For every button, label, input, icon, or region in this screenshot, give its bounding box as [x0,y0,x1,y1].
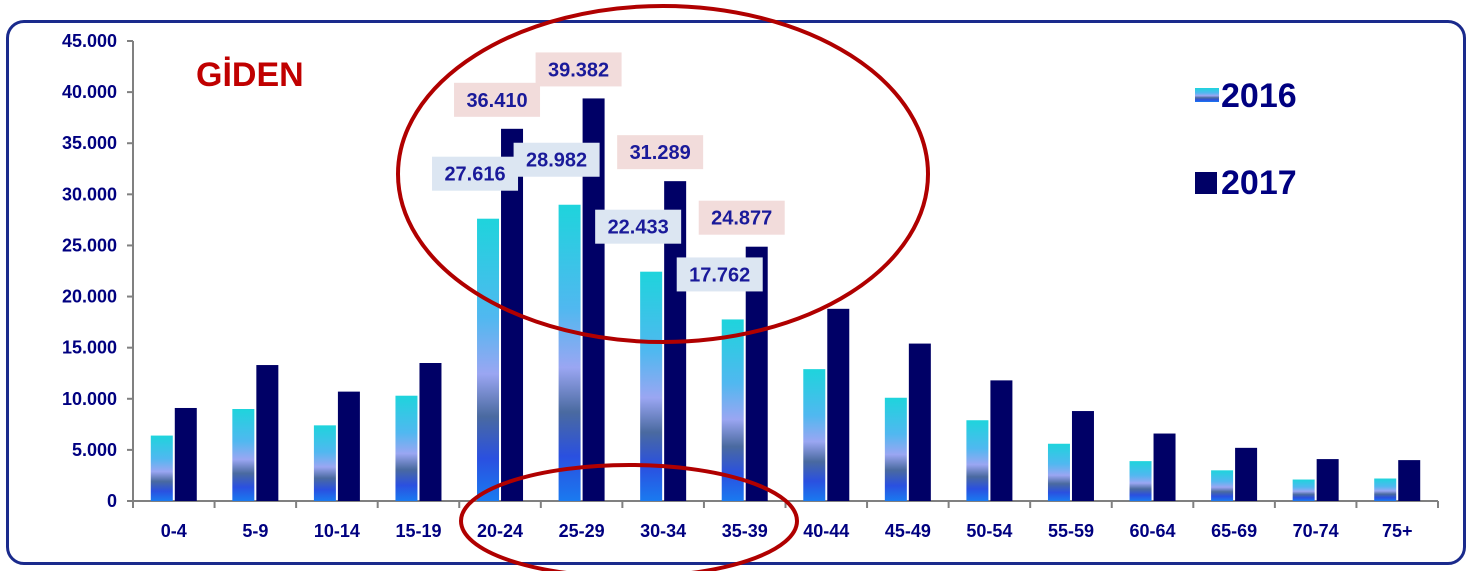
bar-2017-60-64 [1153,433,1176,501]
bar-2016-55-59 [1047,443,1070,501]
bar-2017-10-14 [337,391,360,501]
x-tick-label: 35-39 [722,521,768,541]
data-label-2017-35-39-bg [698,200,785,235]
x-tick-label: 55-59 [1048,521,1094,541]
highlight-ellipse-values [396,4,930,344]
data-label-2017-30-34: 31.289 [630,142,691,164]
x-tick-label: 5-9 [242,521,268,541]
data-label-2016-25-29: 28.982 [526,150,587,172]
x-tick-label: 60-64 [1130,521,1176,541]
bar-2016-35-39 [721,319,744,501]
y-tick-label: 0 [107,491,117,511]
data-label-2017-30-34-bg [617,135,704,170]
bar-2016-15-19 [395,395,418,501]
data-label-2017-25-29-bg [535,52,622,87]
bar-2017-20-24 [501,128,524,501]
x-tick-label: 25-29 [559,521,605,541]
legend-swatch-2016 [1195,88,1219,102]
y-tick-label: 25.000 [62,235,117,255]
x-tick-label: 15-19 [395,521,441,541]
data-label-2016-35-39-bg [676,257,763,292]
data-label-2016-30-34: 22.433 [608,217,669,239]
legend-swatch-2017 [1195,172,1217,194]
data-label-2017-35-39: 24.877 [711,208,772,230]
bar-2016-65-69 [1211,470,1234,501]
bar-2016-20-24 [477,218,500,501]
data-label-2016-25-29-bg [513,142,600,177]
x-tick-label: 70-74 [1293,521,1339,541]
bar-2016-45-49 [884,397,907,501]
x-tick-label: 45-49 [885,521,931,541]
data-label-2016-20-24: 27.616 [444,164,505,186]
x-tick-label: 10-14 [314,521,360,541]
x-tick-label: 50-54 [966,521,1012,541]
bar-2016-40-44 [803,369,826,501]
bar-2017-55-59 [1071,411,1094,501]
data-label-2016-30-34-bg [595,209,682,244]
y-tick-label: 30.000 [62,184,117,204]
bar-2017-65-69 [1235,447,1258,501]
legend-label-2016: 2016 [1221,77,1297,115]
bar-2017-35-39 [745,246,768,501]
bar-2017-45-49 [908,343,931,501]
x-tick-label: 65-69 [1211,521,1257,541]
bar-2016-60-64 [1129,461,1152,501]
y-tick-label: 35.000 [62,133,117,153]
data-label-2017-25-29: 39.382 [548,59,609,81]
bar-2017-40-44 [827,308,850,501]
bar-2016-0-4 [150,435,173,501]
bar-2016-25-29 [558,204,581,501]
y-tick-label: 45.000 [62,31,117,51]
x-tick-label: 20-24 [477,521,523,541]
bar-2016-30-34 [640,271,663,501]
bar-2016-70-74 [1292,479,1315,501]
bar-2017-5-9 [256,365,279,501]
y-tick-label: 5.000 [72,440,117,460]
bar-2016-10-14 [313,425,336,501]
y-tick-label: 10.000 [62,389,117,409]
legend-label-2017: 2017 [1221,164,1297,202]
x-tick-label: 0-4 [161,521,187,541]
bar-2016-50-54 [966,420,989,501]
data-label-2016-35-39: 17.762 [689,264,750,286]
bar-2017-15-19 [419,363,442,501]
bar-2017-0-4 [174,407,197,501]
bar-2017-70-74 [1316,459,1339,501]
x-tick-label: 75+ [1382,521,1413,541]
highlight-ellipse-categories [459,463,799,571]
bar-2017-75+ [1398,460,1421,501]
bar-2017-25-29 [582,98,605,502]
bar-2017-50-54 [990,380,1013,501]
x-tick-label: 40-44 [803,521,849,541]
y-tick-label: 20.000 [62,287,117,307]
data-label-2017-20-24: 36.410 [466,90,527,112]
bar-2016-75+ [1374,478,1397,501]
y-tick-label: 15.000 [62,338,117,358]
y-tick-label: 40.000 [62,82,117,102]
x-tick-label: 30-34 [640,521,686,541]
chart-title: GİDEN [196,56,304,94]
bar-2016-5-9 [232,409,255,501]
data-label-2017-20-24-bg [454,82,541,117]
data-label-2016-20-24-bg [432,156,519,191]
